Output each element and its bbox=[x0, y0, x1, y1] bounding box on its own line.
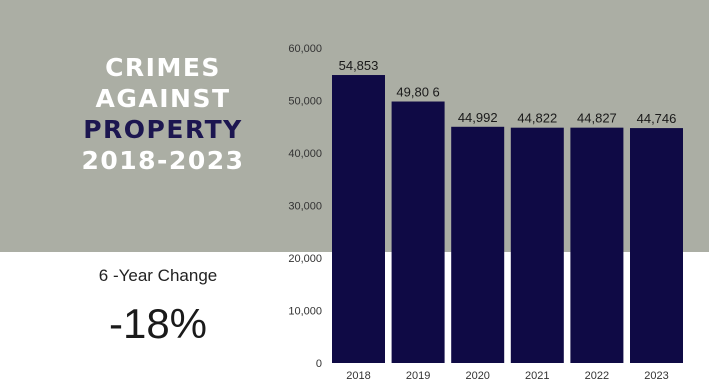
bar-2023 bbox=[630, 128, 683, 363]
y-tick-label: 10,000 bbox=[288, 306, 322, 318]
title-line-property: PROPERTY bbox=[83, 115, 243, 144]
bar-2022 bbox=[570, 127, 624, 363]
bar-2019 bbox=[391, 101, 445, 364]
bar-2021 bbox=[510, 127, 564, 363]
data-label: 49,80 6 bbox=[396, 85, 439, 100]
y-tick-label: 0 bbox=[316, 358, 322, 370]
y-tick-label: 50,000 bbox=[288, 96, 322, 108]
data-label: 44,822 bbox=[517, 111, 557, 126]
x-tick-label: 2021 bbox=[525, 370, 549, 382]
data-label: 44,992 bbox=[458, 110, 498, 125]
y-tick-label: 60,000 bbox=[288, 43, 322, 55]
data-label: 54,853 bbox=[339, 58, 379, 73]
chart-title: CRIMES AGAINST PROPERTY 2018-2023 bbox=[48, 52, 278, 176]
title-line-against: AGAINST bbox=[95, 84, 231, 113]
bar-2018 bbox=[332, 75, 385, 363]
change-value: -18% bbox=[108, 300, 208, 347]
y-tick-label: 30,000 bbox=[288, 201, 322, 213]
title-line-crimes: CRIMES bbox=[105, 53, 221, 82]
x-tick-label: 2022 bbox=[585, 370, 609, 382]
change-label: 6 -Year Change bbox=[98, 266, 218, 285]
bar-2020 bbox=[451, 126, 505, 364]
data-label: 44,746 bbox=[637, 111, 677, 126]
y-tick-label: 20,000 bbox=[288, 253, 322, 265]
title-line-years: 2018-2023 bbox=[81, 146, 245, 175]
data-label: 44,827 bbox=[577, 111, 617, 126]
x-tick-label: 2019 bbox=[406, 370, 430, 382]
x-tick-label: 2023 bbox=[644, 370, 668, 382]
x-tick-label: 2020 bbox=[465, 370, 489, 382]
x-tick-label: 2018 bbox=[346, 370, 370, 382]
y-tick-label: 40,000 bbox=[288, 148, 322, 160]
